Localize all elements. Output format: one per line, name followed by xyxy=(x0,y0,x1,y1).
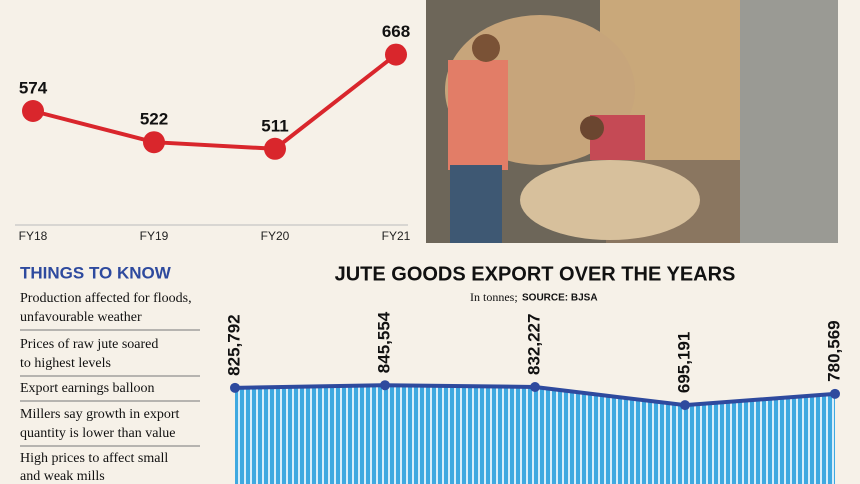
chart-title: JUTE GOODS EXPORT OVER THE YEARS xyxy=(335,263,736,285)
photo xyxy=(426,0,838,243)
data-label: 845,554 xyxy=(374,311,393,373)
data-label: 695,191 xyxy=(674,332,693,393)
data-label: 522 xyxy=(140,110,168,129)
x-tick-label: FY21 xyxy=(382,229,411,243)
point xyxy=(264,137,286,160)
point xyxy=(830,388,840,399)
list-item: Export earnings balloon xyxy=(20,381,155,396)
point xyxy=(22,100,44,122)
things-to-know: THINGS TO KNOW Production affected for f… xyxy=(20,263,200,484)
list-item: Production affected for floods, unfavoura… xyxy=(20,291,192,325)
section-title: THINGS TO KNOW xyxy=(20,263,172,282)
subtitle: In tonnes; xyxy=(470,290,518,304)
list-item: High prices to affect small and weak mill… xyxy=(20,451,168,484)
data-label: 511 xyxy=(261,116,288,135)
point xyxy=(385,43,407,66)
data-label: 825,792 xyxy=(224,314,243,375)
x-tick-label: FY18 xyxy=(19,229,48,243)
point xyxy=(530,381,540,392)
source: SOURCE: BJSA xyxy=(522,293,598,304)
x-tick-label: FY20 xyxy=(261,229,290,243)
point xyxy=(230,382,240,393)
point xyxy=(143,131,165,154)
x-tick-label: FY19 xyxy=(140,229,169,243)
line xyxy=(32,53,398,151)
data-label: 668 xyxy=(382,22,410,41)
list-item: Millers say growth in export quantity is … xyxy=(20,407,180,441)
point xyxy=(680,400,690,411)
data-label: 780,569 xyxy=(824,320,843,381)
point xyxy=(380,380,390,391)
data-label: 574 xyxy=(19,78,48,97)
list-item: Prices of raw jute soared to highest leve… xyxy=(20,337,158,371)
data-label: 832,227 xyxy=(524,314,543,375)
